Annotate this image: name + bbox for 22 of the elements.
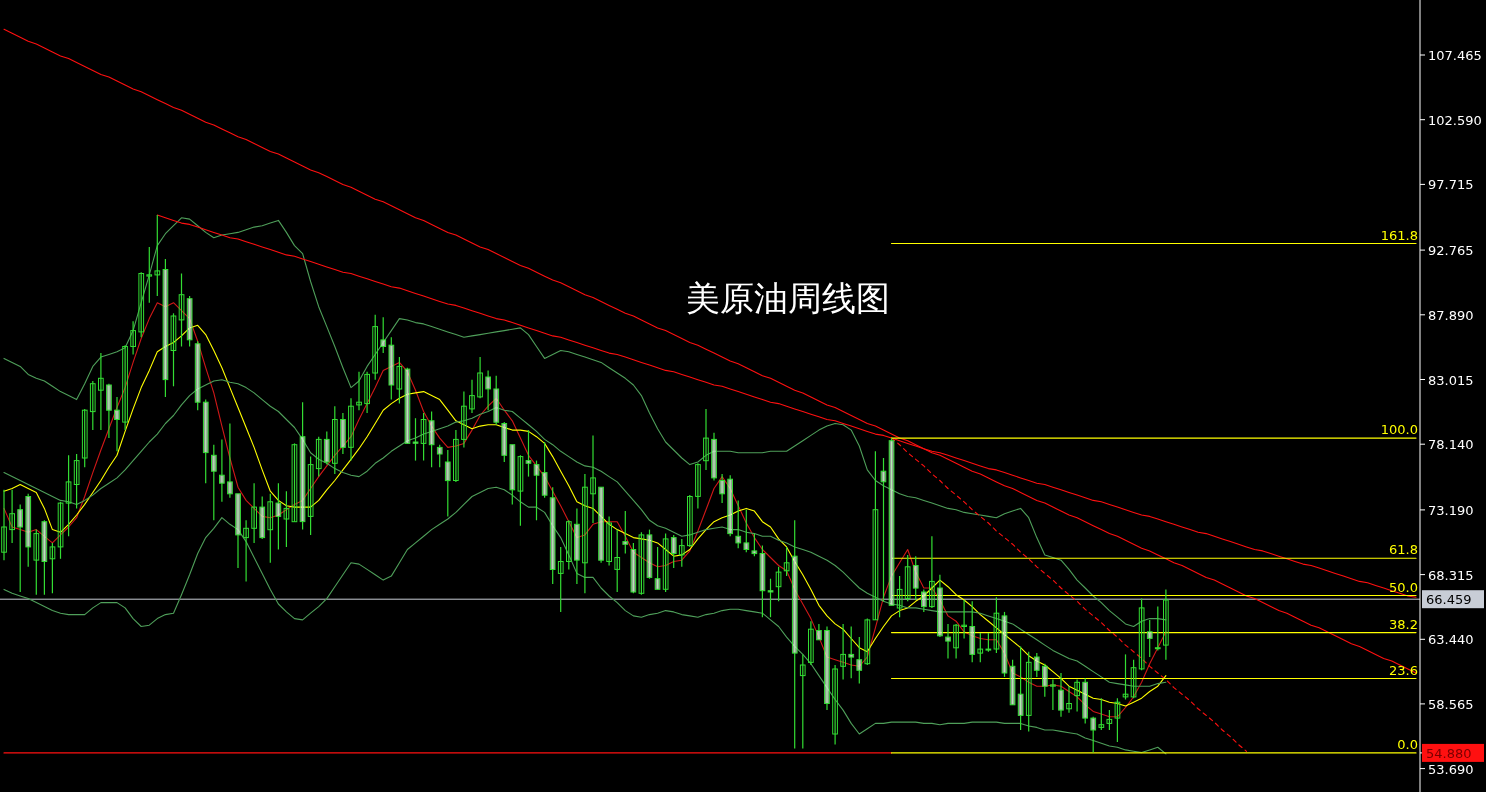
y-tick-label: 107.465 [1428,48,1482,63]
text: 美原油周线图 [686,278,890,318]
y-tick-label: 68.315 [1428,567,1474,583]
series-label: 50.0 [1389,579,1418,595]
y-tick-label: 73.190 [1428,502,1474,518]
y-tick-label: 102.590 [1428,112,1482,128]
y-tick-label: 54.880 [1426,745,1472,761]
series-label: 100.0 [1380,422,1418,438]
y-tick-label: 92.765 [1428,243,1474,259]
y-tick-label: 58.565 [1428,696,1474,712]
y-tick-label: 63.440 [1428,632,1474,648]
series-label: 38.2 [1389,616,1418,632]
y-tick-label: 83.015 [1428,372,1474,388]
series-label: 161.8 [1380,227,1418,243]
y-tick-label: 97.715 [1428,177,1474,193]
y-tick-label: 53.690 [1428,761,1474,777]
series-label: 0.0 [1397,736,1418,752]
y-tick-label: 87.890 [1428,307,1474,323]
series-label: 23.6 [1389,662,1418,678]
series-label: 61.8 [1389,542,1418,558]
y-tick-label: 78.140 [1428,437,1474,453]
ref-line-label: 66.459 [1426,592,1472,608]
